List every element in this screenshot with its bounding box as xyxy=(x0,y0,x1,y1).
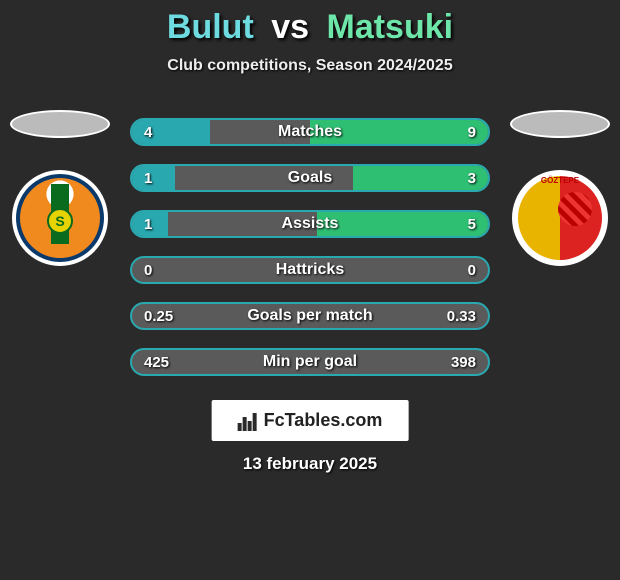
bars-icon xyxy=(238,411,258,431)
stat-label: Goals xyxy=(132,169,488,187)
stat-row: 13Goals xyxy=(130,164,490,192)
player2-avatar-placeholder xyxy=(510,110,610,138)
stat-rows: 49Matches 13Goals 15Assists 00Hattricks 0.25… xyxy=(130,118,490,376)
stat-row: 49Matches xyxy=(130,118,490,146)
stat-row: 425398Min per goal xyxy=(130,348,490,376)
club-logo-right: GÖZTEPE xyxy=(512,170,608,266)
player1-avatar-placeholder xyxy=(10,110,110,138)
stat-label: Assists xyxy=(132,215,488,233)
club-right-label: GÖZTEPE xyxy=(514,176,606,185)
club-logo-left: S xyxy=(12,170,108,266)
site-name: FcTables.com xyxy=(264,410,383,431)
stat-row: 00Hattricks xyxy=(130,256,490,284)
vs-label: vs xyxy=(271,8,309,46)
player2-name: Matsuki xyxy=(327,8,454,46)
stat-label: Goals per match xyxy=(132,307,488,325)
stat-row: 0.250.33Goals per match xyxy=(130,302,490,330)
player1-name: Bulut xyxy=(167,8,254,46)
subtitle: Club competitions, Season 2024/2025 xyxy=(0,57,620,75)
page-title: Bulut vs Matsuki xyxy=(0,0,620,47)
stat-row: 15Assists xyxy=(130,210,490,238)
stat-label: Matches xyxy=(132,123,488,141)
snapshot-date: 13 february 2025 xyxy=(0,454,620,474)
stat-label: Min per goal xyxy=(132,353,488,371)
left-column: S xyxy=(10,110,110,266)
stat-label: Hattricks xyxy=(132,261,488,279)
site-badge: FcTables.com xyxy=(212,400,409,441)
club-left-letter: S xyxy=(47,208,73,234)
right-column: GÖZTEPE xyxy=(510,110,610,266)
